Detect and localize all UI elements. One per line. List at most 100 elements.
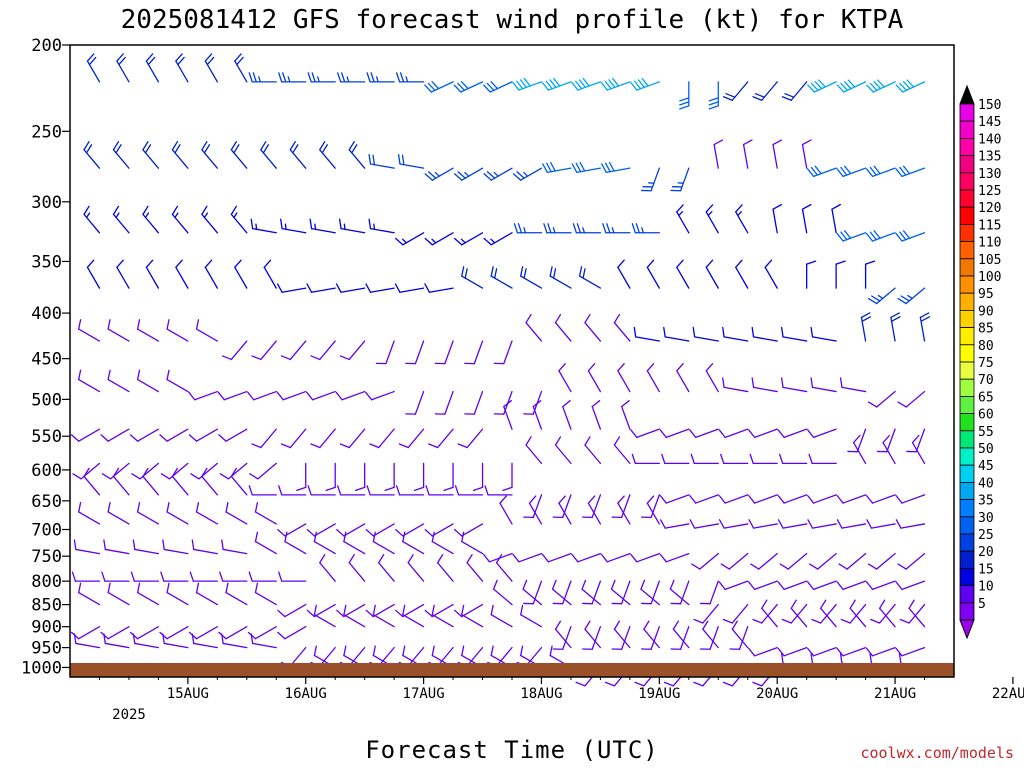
y-axis: 200 250 300 350 400 450 500 550 600 650 700 750 800 8… [21,36,70,678]
wind-barb [503,400,513,430]
wind-barb [617,363,631,393]
wind-barb [669,579,690,606]
wind-barb [234,53,248,83]
wind-barb [483,232,513,246]
wind-barb [571,161,602,173]
wind-barb [280,340,307,361]
colorbar-swatch [959,361,975,380]
y-tick-label: 250 [31,122,62,142]
wind-barb [368,153,395,169]
wind-barb [217,390,248,401]
x-tick-label: 21AUG [874,686,916,702]
x-year-label: 2025 [112,707,146,723]
wind-barb [407,554,425,582]
y-tick-label: 800 [31,572,62,592]
wind-barb [428,428,454,449]
wind-barb [495,554,513,582]
wind-barb [78,582,101,606]
wind-barb [83,205,101,234]
wind-barb [584,313,602,342]
colorbar-label: 5 [978,597,986,612]
wind-barb [221,539,248,555]
wind-barb [395,485,425,496]
wind-barb [201,205,218,234]
wind-barb [690,453,719,465]
wind-barb [640,580,660,605]
wind-barb [705,363,719,393]
wind-barb [250,218,277,234]
wind-barb [865,165,896,178]
wind-barb [572,223,602,234]
wind-barb [543,223,572,234]
wind-barb [145,259,160,289]
colorbar-label: 120 [978,201,1001,216]
wind-barb [751,377,778,393]
wind-barb [751,326,778,342]
wind-barb [836,230,867,242]
wind-barb [100,428,130,442]
wind-barb [852,434,867,465]
colorbar-label: 40 [978,476,994,491]
y-tick-label: 200 [31,36,62,56]
wind-barb [750,552,778,570]
x-tick-label: 20AUG [756,686,798,702]
wind-barb [343,531,366,555]
wind-barb [541,77,572,91]
y-tick-label: 350 [31,252,62,272]
wind-barb [600,552,631,563]
wind-barb [676,259,690,289]
wind-barb [895,230,926,242]
wind-barb [661,453,690,465]
wind-barb [490,604,513,628]
colorbar-bottom-arrow [959,619,975,640]
wind-barb [643,620,660,649]
wind-barb [218,428,248,442]
colorbar-swatch [959,413,975,432]
wind-barb [225,582,248,606]
wind-barb [865,494,896,504]
wind-barb [188,428,218,442]
wind-barb [337,485,366,496]
wind-barb [865,230,896,242]
wind-barb [752,81,778,101]
wind-barb [493,340,513,365]
wind-barb [720,453,749,465]
wind-barb [338,218,366,234]
wind-barb [248,72,277,83]
wind-barb [525,313,543,342]
colorbar-swatch [959,206,975,225]
wind-barb [520,266,543,289]
wind-barb [247,390,277,401]
wind-barb [339,428,366,449]
wind-barb [145,53,160,83]
wind-barb [867,287,896,305]
wind-barb [532,400,543,430]
colorbar-label: 70 [978,373,994,388]
wind-barb [630,77,660,91]
wind-barb [836,519,867,529]
wind-barb [713,139,724,169]
wind-barb [160,462,189,480]
wind-barb [810,377,837,393]
wind-barb [395,72,425,83]
wind-barb [225,501,248,525]
wind-barb [702,620,719,649]
wind-barb [718,580,749,591]
wind-barb [221,340,248,361]
wind-barb [558,363,572,393]
wind-barb [254,531,277,555]
wind-barb [663,326,690,342]
wind-barb [836,165,867,178]
wind-barb [335,390,366,401]
wind-barb [310,428,336,449]
wind-barb [348,554,366,582]
wind-barb [263,259,277,289]
wind-barb [464,390,484,415]
wind-barb [454,523,484,537]
wind-barb [809,552,837,570]
wind-barb [748,494,778,504]
wind-barb [306,603,336,618]
wind-barb [424,167,454,181]
wind-barb [424,81,454,93]
wind-barb [549,266,572,289]
